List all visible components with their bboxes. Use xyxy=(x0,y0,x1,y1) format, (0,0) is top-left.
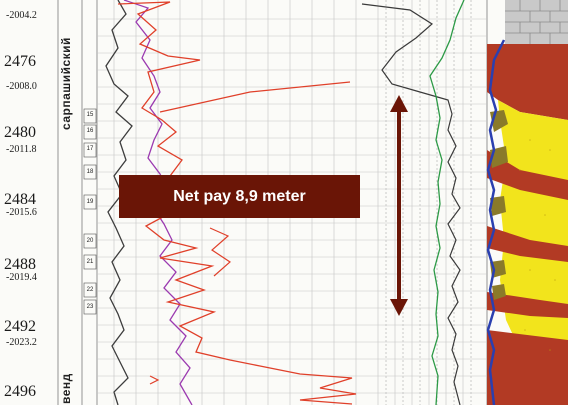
sample-number: 18 xyxy=(86,169,94,175)
md-depth-label: 2480 xyxy=(4,124,36,141)
resistivity-spike xyxy=(159,81,351,113)
sample-number: 22 xyxy=(86,287,94,293)
md-depth-label: 2476 xyxy=(4,53,36,70)
net-pay-callout: Net pay 8,9 meter xyxy=(119,175,360,218)
sample-number: 17 xyxy=(86,146,94,152)
neutron-curve xyxy=(429,0,465,405)
tvd-depth-label: -2019.4 xyxy=(6,272,37,283)
md-depth-label: 2488 xyxy=(4,256,36,273)
sample-number: 15 xyxy=(86,112,94,118)
tvd-depth-label: -2004.2 xyxy=(6,10,37,21)
gr-curve xyxy=(105,0,133,405)
sample-boxes xyxy=(83,108,97,315)
md-depth-label: 2484 xyxy=(4,191,36,208)
lithology-column xyxy=(486,0,568,405)
net-pay-arrow xyxy=(390,95,408,316)
sample-number: 20 xyxy=(86,238,94,244)
sample-number: 19 xyxy=(86,199,94,205)
resistivity-branch xyxy=(209,227,231,277)
tvd-depth-label: -2008.0 xyxy=(6,81,37,92)
sample-number: 21 xyxy=(86,259,94,265)
sample-number: 16 xyxy=(86,128,94,134)
md-depth-label: 2496 xyxy=(4,383,36,400)
tvd-depth-label: -2023.2 xyxy=(6,337,37,348)
sample-number: 23 xyxy=(86,304,94,310)
md-depth-label: 2492 xyxy=(4,318,36,335)
resistivity-curve xyxy=(117,1,357,405)
chevron-mark xyxy=(149,375,160,385)
density-curve xyxy=(361,3,461,405)
tvd-depth-label: -2011.8 xyxy=(6,144,37,155)
tvd-depth-label: -2015.6 xyxy=(6,207,37,218)
